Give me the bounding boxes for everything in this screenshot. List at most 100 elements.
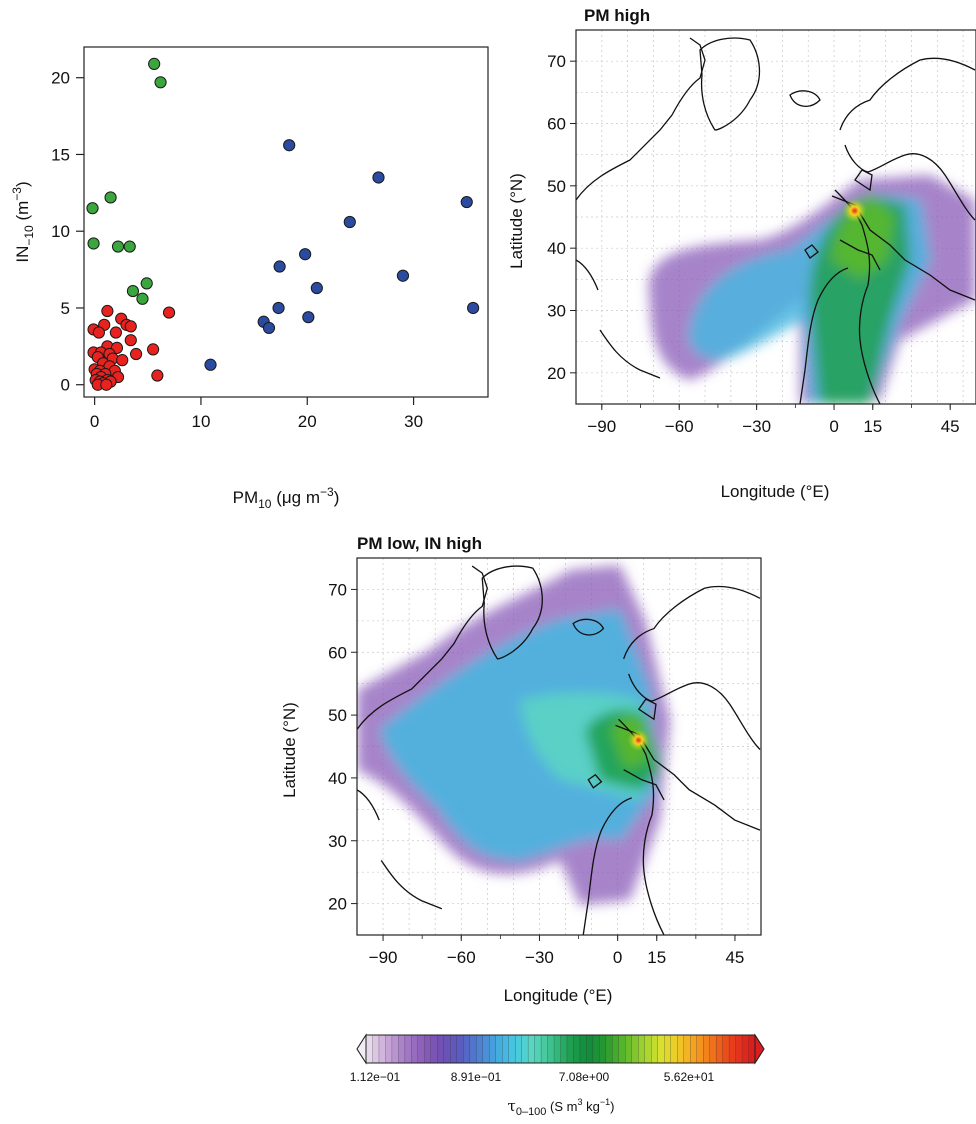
map-y-tick-label: 40 bbox=[547, 239, 566, 258]
scatter-point bbox=[154, 76, 167, 89]
scatter-x-tick-label: 10 bbox=[191, 412, 210, 431]
map-x-tick-label: −90 bbox=[369, 948, 398, 967]
scatter-point bbox=[100, 378, 113, 391]
colorbar-swatch bbox=[638, 1034, 646, 1064]
colorbar-label: τ0–100 (S m3 kg−1) bbox=[508, 1097, 615, 1118]
colorbar-swatch bbox=[677, 1034, 685, 1064]
colorbar-swatch bbox=[651, 1034, 659, 1064]
map-y-tick-label: 70 bbox=[547, 52, 566, 71]
colorbar-swatch bbox=[670, 1034, 678, 1064]
colorbar-tick-0: 1.12e−01 bbox=[350, 1070, 401, 1084]
colorbar-swatch bbox=[417, 1034, 425, 1064]
coastline bbox=[587, 773, 603, 789]
scatter-x-tick-label: 30 bbox=[404, 412, 423, 431]
coastline bbox=[844, 144, 976, 221]
scatter-point bbox=[109, 326, 122, 339]
coastline bbox=[357, 565, 488, 730]
colorbar-swatch bbox=[683, 1034, 691, 1064]
scatter-x-tick-label: 0 bbox=[90, 412, 99, 431]
colorbar-swatch bbox=[514, 1034, 523, 1064]
coastline bbox=[623, 585, 761, 660]
scatter-point bbox=[86, 202, 99, 215]
coastline bbox=[357, 789, 380, 821]
coastline bbox=[699, 37, 761, 131]
scatter-point bbox=[92, 326, 105, 339]
colorbar-frame bbox=[365, 1034, 756, 1064]
scatter-y-tick-label: 10 bbox=[51, 222, 70, 241]
colorbar-swatch bbox=[696, 1034, 704, 1064]
colorbar-swatch bbox=[540, 1034, 548, 1064]
coastline bbox=[380, 860, 443, 910]
colorbar-swatch bbox=[437, 1034, 445, 1064]
scatter-point bbox=[111, 240, 125, 253]
map-x-tick-label: −60 bbox=[665, 417, 694, 436]
colorbar-swatch bbox=[508, 1034, 516, 1064]
map-x-tick-label: −90 bbox=[587, 417, 616, 436]
scatter-point bbox=[299, 248, 312, 261]
coastline bbox=[854, 169, 873, 192]
map-title-pm-high: PM high bbox=[584, 6, 650, 25]
coastline bbox=[599, 329, 661, 379]
coastline bbox=[576, 259, 599, 291]
scatter-y-tick-label: 0 bbox=[61, 376, 70, 395]
map-x-tick-label: 0 bbox=[613, 948, 622, 967]
colorbar-swatch bbox=[664, 1034, 672, 1064]
source-hotspot-pm-low-in-high bbox=[627, 729, 650, 752]
scatter-point bbox=[147, 343, 160, 356]
coastline bbox=[839, 239, 881, 271]
coastline bbox=[839, 57, 976, 131]
scatter-point bbox=[262, 321, 276, 335]
coastline bbox=[799, 267, 849, 404]
colorbar-swatch bbox=[690, 1034, 698, 1064]
map-y-axis-label-pm-high: Latitude (°N) bbox=[507, 173, 526, 269]
scatter-point bbox=[87, 237, 100, 250]
scatter-y-tick-label: 20 bbox=[51, 69, 70, 88]
colorbar-swatch bbox=[612, 1034, 620, 1064]
coastline bbox=[481, 565, 543, 660]
map-y-axis-label-pm-low-in-high: Latitude (°N) bbox=[280, 702, 299, 798]
map-x-tick-label: −30 bbox=[525, 948, 554, 967]
colorbar-swatch bbox=[644, 1034, 652, 1064]
map-plot-area-pm-high bbox=[576, 30, 976, 404]
scatter-point bbox=[148, 57, 161, 70]
coastline bbox=[572, 618, 605, 636]
map-x-tick-label: −30 bbox=[742, 417, 771, 436]
scatter-point bbox=[272, 301, 285, 315]
colorbar-swatch bbox=[592, 1034, 600, 1064]
colorbar-swatch bbox=[385, 1034, 393, 1064]
map-panel-pm-low-in-high: PM low, IN high −90 −60 −30 0 15 45 20 30 40 50 60… bbox=[280, 534, 762, 1005]
scatter-y-axis-label: IN−10 (m−3) bbox=[10, 181, 36, 262]
colorbar-swatch bbox=[715, 1034, 724, 1064]
colorbar-swatch bbox=[450, 1034, 458, 1064]
scatter-point bbox=[124, 320, 137, 333]
colorbar-swatch bbox=[489, 1034, 497, 1064]
scatter-x-axis-label: PM10 (μg m−3) bbox=[233, 485, 340, 511]
map-x-axis-label-pm-high: Longitude (°E) bbox=[721, 482, 830, 501]
scatter-point bbox=[126, 284, 140, 298]
colorbar-swatch bbox=[391, 1034, 399, 1064]
map-y-tick-label: 40 bbox=[328, 769, 347, 788]
scatter-points bbox=[86, 57, 480, 391]
scatter-x-tick-label: 20 bbox=[298, 412, 317, 431]
scatter-point bbox=[310, 281, 323, 295]
colorbar-swatch bbox=[703, 1034, 711, 1064]
colorbar-swatch bbox=[741, 1034, 749, 1064]
map-x-tick-label: 45 bbox=[941, 417, 960, 436]
colorbar-high-arrow bbox=[754, 1033, 765, 1065]
scatter-point bbox=[116, 354, 129, 367]
scatter-point bbox=[151, 369, 164, 382]
map-y-tick-label: 50 bbox=[547, 177, 566, 196]
colorbar-swatch bbox=[599, 1034, 607, 1064]
scatter-point bbox=[460, 195, 473, 209]
colorbar-tick-1: 8.91e−01 bbox=[451, 1070, 502, 1084]
map-y-tick-label: 70 bbox=[328, 580, 347, 599]
colorbar-swatch bbox=[527, 1034, 535, 1064]
scatter-point bbox=[124, 334, 137, 347]
map-x-tick-label: 15 bbox=[647, 948, 666, 967]
map-plot-area-pm-low-in-high bbox=[357, 558, 761, 935]
colorbar-swatch bbox=[579, 1034, 587, 1064]
scatter-point bbox=[162, 306, 176, 319]
scatter-point bbox=[396, 269, 410, 282]
plume-pm-high bbox=[648, 175, 975, 404]
coastline bbox=[789, 90, 821, 107]
